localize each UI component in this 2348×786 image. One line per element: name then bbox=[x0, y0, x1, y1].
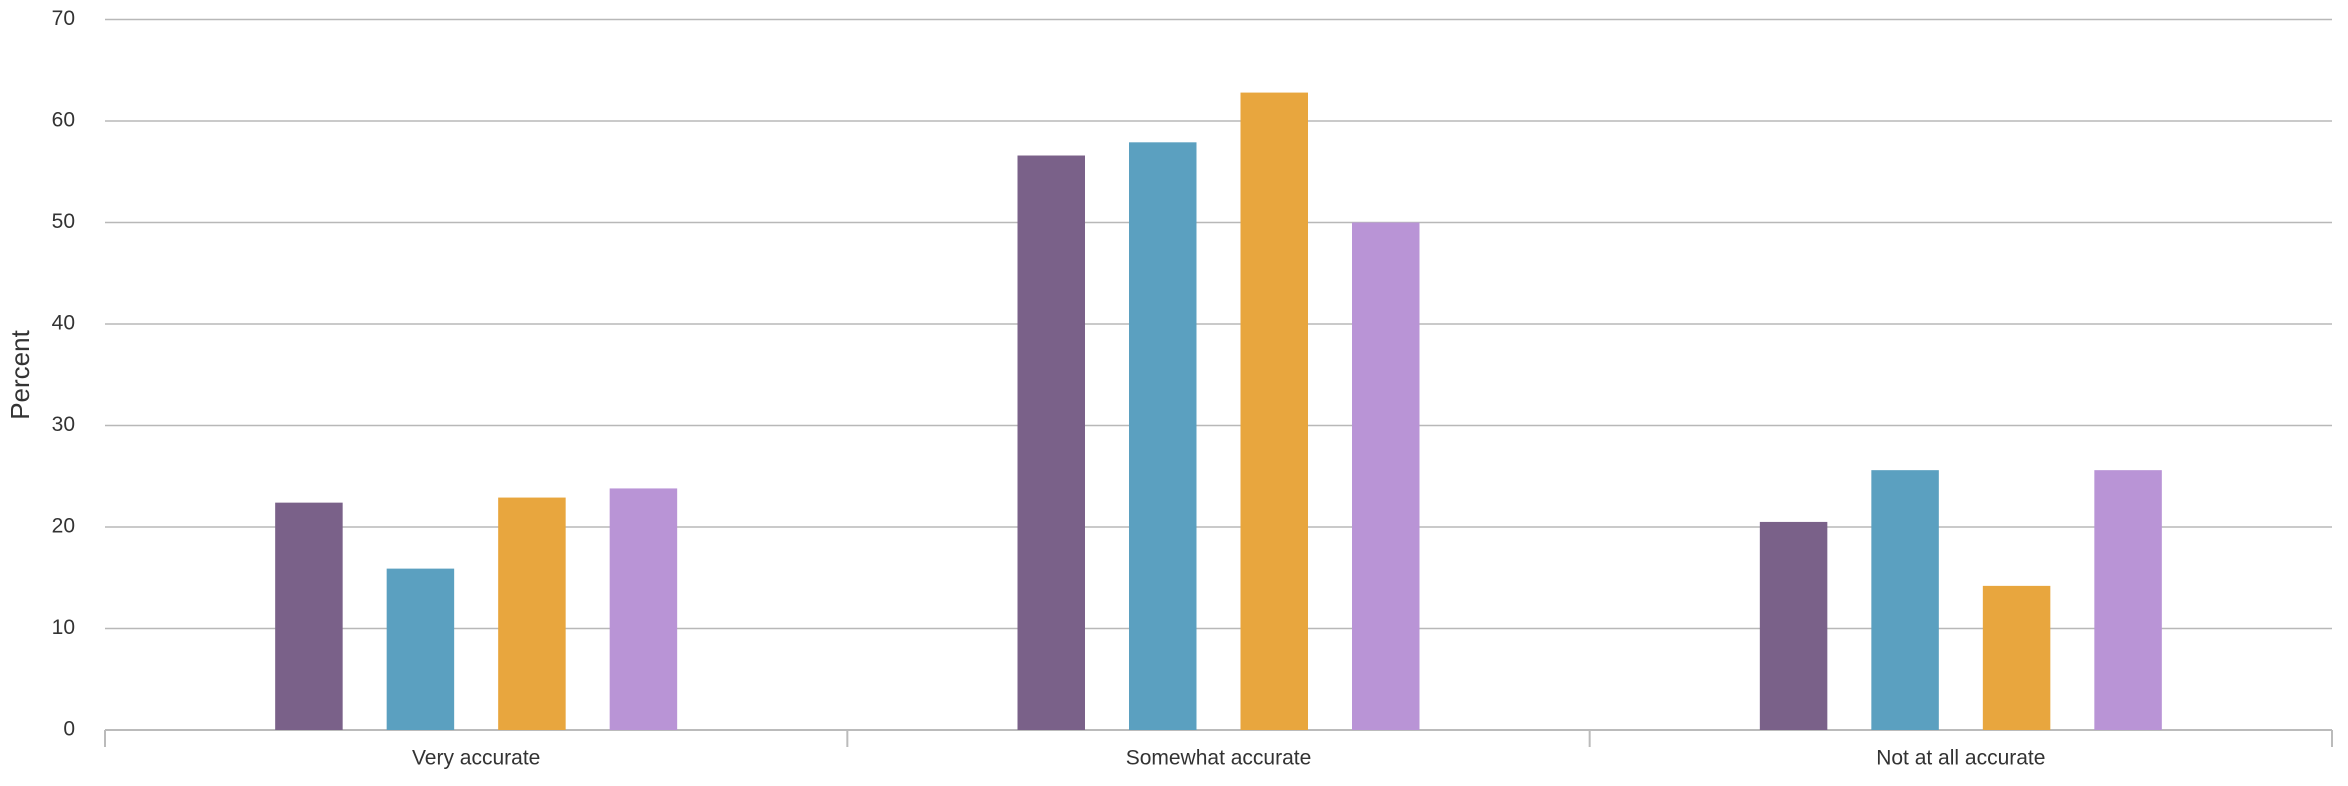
y-axis-label: Percent bbox=[5, 329, 35, 419]
bar bbox=[1352, 222, 1420, 730]
bar bbox=[609, 488, 678, 730]
y-tick-label: 60 bbox=[52, 109, 75, 132]
y-tick-label: 10 bbox=[52, 616, 75, 639]
y-tick-label: 20 bbox=[52, 515, 75, 538]
bar bbox=[498, 497, 566, 730]
y-tick-label: 50 bbox=[52, 210, 75, 233]
y-tick-label: 70 bbox=[52, 7, 75, 30]
y-tick-label: 0 bbox=[63, 718, 75, 741]
bar bbox=[386, 568, 455, 730]
bar bbox=[1240, 92, 1308, 730]
bar bbox=[1017, 155, 1085, 730]
bar bbox=[1129, 142, 1197, 730]
bar bbox=[1871, 470, 1939, 730]
x-tick-label: Not at all accurate bbox=[1876, 747, 2045, 770]
bar bbox=[1982, 585, 2051, 730]
bar bbox=[2094, 470, 2162, 730]
x-tick-label: Very accurate bbox=[412, 747, 540, 770]
bar bbox=[275, 502, 343, 730]
y-tick-label: 30 bbox=[52, 413, 75, 436]
x-tick-label: Somewhat accurate bbox=[1126, 747, 1312, 770]
y-tick-label: 40 bbox=[52, 312, 75, 335]
bar bbox=[1759, 521, 1828, 730]
